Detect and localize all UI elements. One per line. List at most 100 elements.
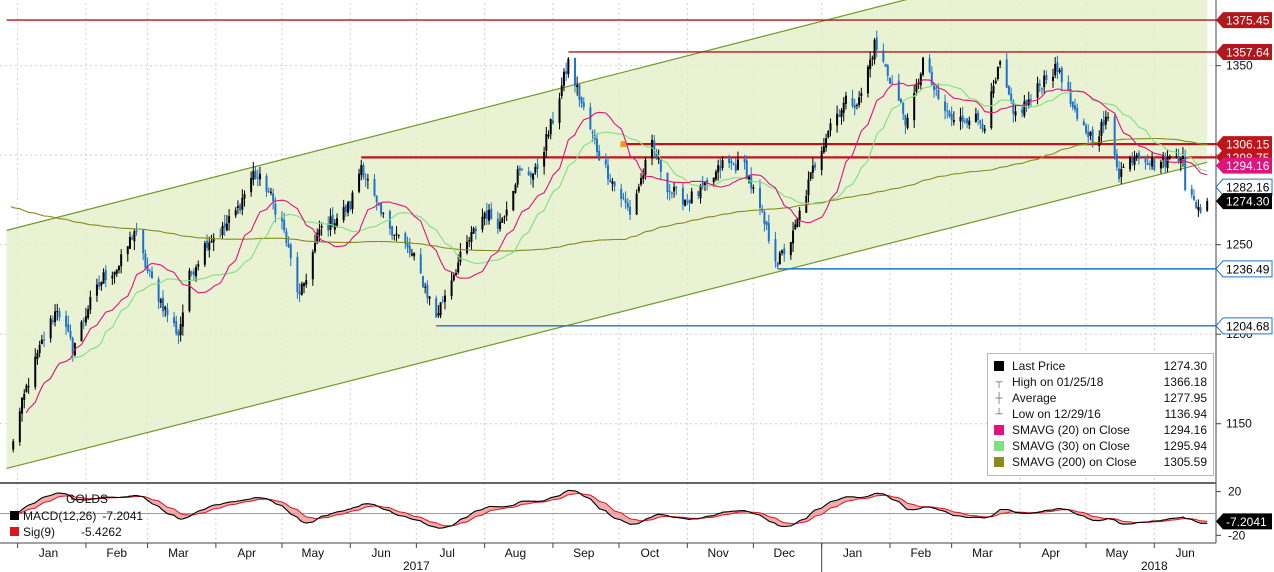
candle-body [126,246,129,255]
candle-body [435,298,438,318]
candle-body [1054,63,1057,76]
candle-body [1122,166,1125,168]
candle-body [397,234,400,236]
candle-body [732,163,735,165]
candle-body [675,187,678,189]
candle-body [468,240,471,242]
candle-body [192,271,195,275]
sma30-line [36,84,1208,398]
candle-body [95,284,98,296]
candle-body [148,270,151,272]
sig-swatch [10,527,19,536]
candle-body [699,185,702,199]
candle-body [576,85,579,88]
legend-label: Average [1012,391,1057,405]
candle-body [609,179,612,183]
candle-body [236,206,239,208]
candle-body [287,243,290,248]
candle-body [144,253,147,268]
candle-body [814,164,817,168]
candle-body [518,167,521,171]
x-tick-label: May [1106,546,1129,560]
candle-body [527,171,530,176]
macd-signal-fill [11,490,1208,529]
candle-body [314,243,317,252]
candle-body [223,223,226,228]
candle-body [1168,156,1171,159]
candle-body [419,254,422,274]
average-marker-icon: ┼ [995,392,1003,404]
candle-body [792,230,795,244]
candle-body [952,120,955,123]
candle-body [219,235,222,237]
candle-body [747,176,750,180]
level-tag-bg [1215,317,1273,335]
candle-body [203,243,206,265]
candle-body [360,165,363,175]
candle-body [505,209,508,216]
candle-body [759,187,761,209]
candle-body [827,130,830,138]
candle-body [104,269,107,281]
candle-body [1133,157,1136,165]
candle-body [472,228,475,234]
candle-body [1197,206,1200,211]
candle-body [580,97,583,104]
candle-body [1010,93,1013,101]
candle-body [1146,163,1149,166]
candle-body [637,186,640,192]
candle-body [241,197,244,210]
candle-body [1100,122,1103,136]
level-tag: 1357.64 [1226,45,1270,59]
candle-body [1036,83,1039,98]
candle-body [869,59,872,70]
x-tick-label: Nov [707,546,728,560]
sig-legend-row: Sig(9) -5.4262 [10,524,122,539]
candle-body [65,315,68,327]
price-tag: 1282.16 [1226,181,1270,195]
candle-body [717,165,720,173]
candle-body [135,230,138,232]
legend-value: 1305.59 [1163,455,1207,469]
year-label: 2017 [403,559,430,572]
candle-body [774,239,777,262]
candle-body [670,192,673,194]
candle-body [891,82,894,84]
signal-line [10,492,1208,527]
x-tick-label: Dec [774,546,795,560]
candle-body [208,242,211,251]
candle-body [933,83,936,91]
candle-body [567,58,570,75]
candle-body [743,158,746,163]
legend-value: 1294.16 [1163,423,1207,437]
macd-tag: -7.2041 [1226,515,1267,529]
candle-body [120,254,123,267]
candle-body [532,173,535,180]
candle-body [789,242,792,256]
legend-label: Low on 12/29/16 [1012,407,1101,421]
legend-low: ┴ Low on 12/29/16 1136.94 [994,406,1207,422]
candle-body [327,224,330,231]
channel-fill [6,0,1208,469]
candle-body [706,179,709,184]
candle-body [767,222,770,242]
candle-body [234,210,237,216]
candle-body [71,337,74,355]
candle-body [351,192,354,210]
candle-body [25,385,28,393]
sma200-line [10,137,1208,252]
candle-body [439,302,442,316]
candle-body [688,199,691,204]
candle-body [589,107,592,130]
candle-body [607,164,609,180]
candle-body [573,58,576,86]
candle-body [1120,169,1123,177]
candle-body [701,182,704,188]
candle-body [377,204,380,206]
candle-body [961,115,964,122]
candle-body [375,195,378,203]
candle-body [1151,157,1154,167]
candle-body [115,269,118,274]
candle-body [750,175,753,189]
